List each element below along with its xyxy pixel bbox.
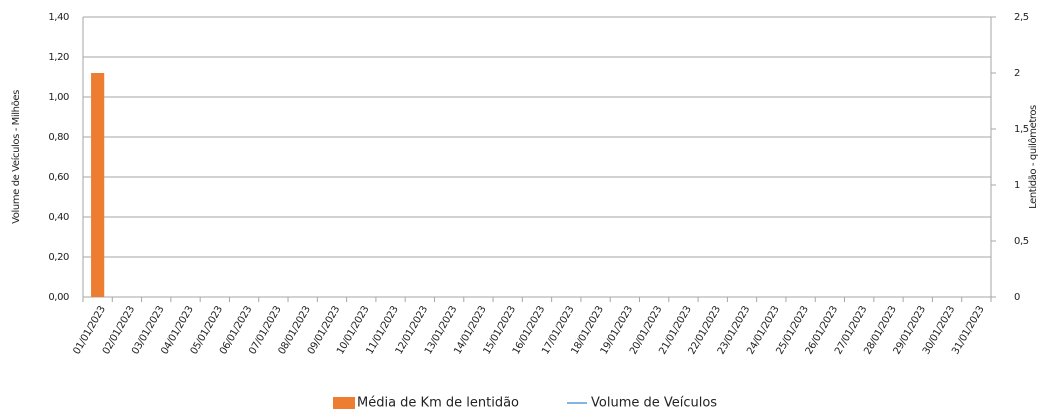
- y-tick-label: 0,00: [48, 292, 69, 303]
- y2-tick-label: 2,5: [1014, 12, 1029, 23]
- y-tick-label: 0,80: [48, 132, 69, 143]
- legend-swatch: [333, 397, 355, 409]
- y2-tick-label: 1: [1014, 180, 1020, 191]
- y-tick-label: 0,60: [48, 172, 69, 183]
- y2-tick-label: 1,5: [1014, 124, 1029, 135]
- y-tick-label: 1,20: [48, 52, 69, 63]
- legend-label: Volume de Veículos: [591, 396, 717, 411]
- y2-axis-title: Lentidão - quilômetros: [1027, 105, 1039, 209]
- y-tick-label: 0,20: [48, 252, 69, 263]
- y2-tick-label: 0,5: [1014, 236, 1029, 247]
- y-axis-title: Volume de Veículos - Milhões: [10, 90, 22, 224]
- y-tick-label: 1,00: [48, 92, 69, 103]
- y-tick-label: 1,40: [48, 12, 69, 23]
- y-tick-label: 0,40: [48, 212, 69, 223]
- legend-label: Média de Km de lentidão: [357, 396, 519, 411]
- y2-tick-label: 0: [1014, 292, 1020, 303]
- bar: [91, 73, 105, 297]
- y2-tick-label: 2: [1014, 68, 1020, 79]
